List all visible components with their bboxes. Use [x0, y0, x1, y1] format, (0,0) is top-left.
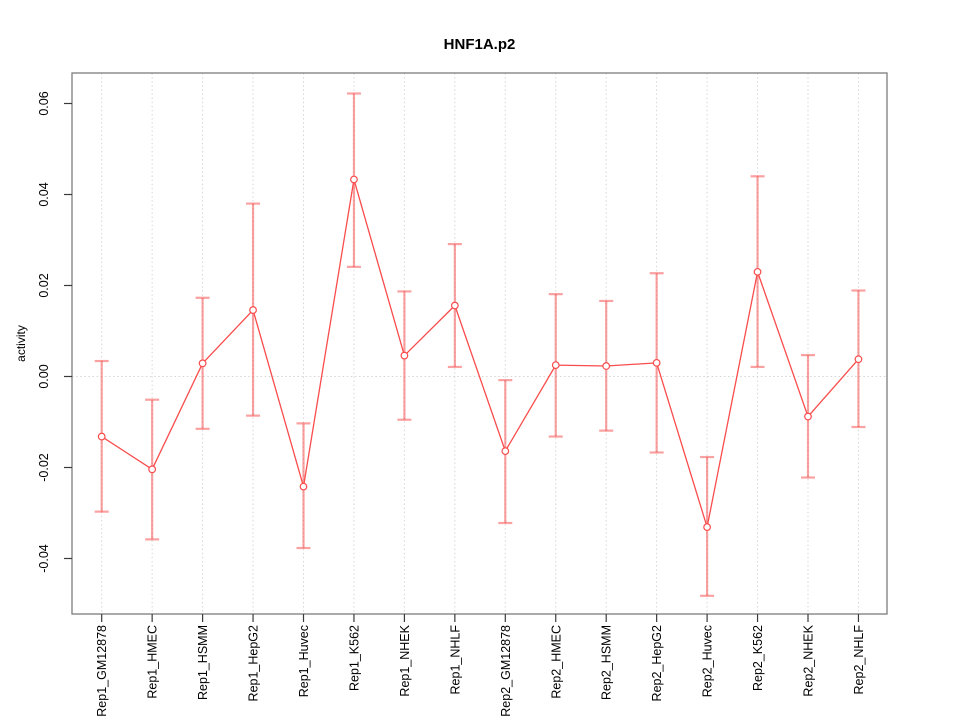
y-tick-label: -0.02 [37, 453, 51, 482]
y-tick-label: -0.04 [37, 544, 51, 573]
y-axis-title: activity [14, 325, 28, 362]
data-point-marker [602, 362, 611, 370]
data-point-marker [400, 351, 409, 360]
x-tick-label: Rep2_Huvec [701, 625, 715, 697]
data-point-marker [854, 355, 863, 364]
x-tick-label: Rep1_K562 [347, 625, 361, 691]
data-point-marker [551, 361, 560, 370]
data-point-marker [148, 465, 157, 474]
series-line [101, 178, 859, 528]
x-tick-label: Rep1_HepG2 [247, 625, 261, 701]
x-tick-label: Rep2_NHLF [852, 625, 866, 695]
data-point-marker [350, 175, 358, 184]
data-point-marker [198, 359, 207, 368]
x-tick-label: Rep2_HepG2 [650, 625, 664, 701]
x-tick-label: Rep2_GM12878 [499, 625, 513, 717]
y-tick-label: 0.00 [37, 364, 51, 388]
data-point-marker [249, 306, 257, 314]
x-tick-label: Rep2_K562 [751, 625, 765, 691]
x-tick-label: Rep1_NHLF [448, 625, 462, 695]
data-point-marker [703, 523, 711, 532]
data-point-marker [450, 301, 459, 310]
y-tick-label: 0.06 [37, 91, 51, 115]
plot-border [71, 72, 888, 615]
x-tick-label: Rep1_NHEK [398, 624, 412, 696]
chart-title: HNF1A.p2 [444, 36, 516, 53]
x-tick-label: Rep1_HSMM [196, 625, 210, 700]
data-point-marker [501, 447, 510, 456]
data-point-marker [652, 358, 661, 367]
y-tick-label: 0.04 [37, 182, 51, 206]
x-tick-label: Rep2_HMEC [549, 625, 563, 699]
x-tick-label: Rep2_NHEK [802, 624, 816, 696]
plot-area: 0.06 0.04 0.02 0.00 -0.02 -0.04 Rep1_GM12878 Re… [37, 72, 888, 717]
x-tick-label: Rep1_GM12878 [95, 625, 109, 717]
x-tick-label: Rep1_HMEC [146, 625, 160, 699]
data-point-marker [299, 482, 308, 491]
data-point-marker [753, 267, 762, 276]
data-point-marker [804, 412, 812, 421]
x-tick-label: Rep2_HSMM [600, 625, 614, 700]
data-point-marker [97, 432, 106, 441]
y-tick-label: 0.02 [37, 273, 51, 297]
x-tick-label: Rep1_Huvec [297, 625, 311, 697]
